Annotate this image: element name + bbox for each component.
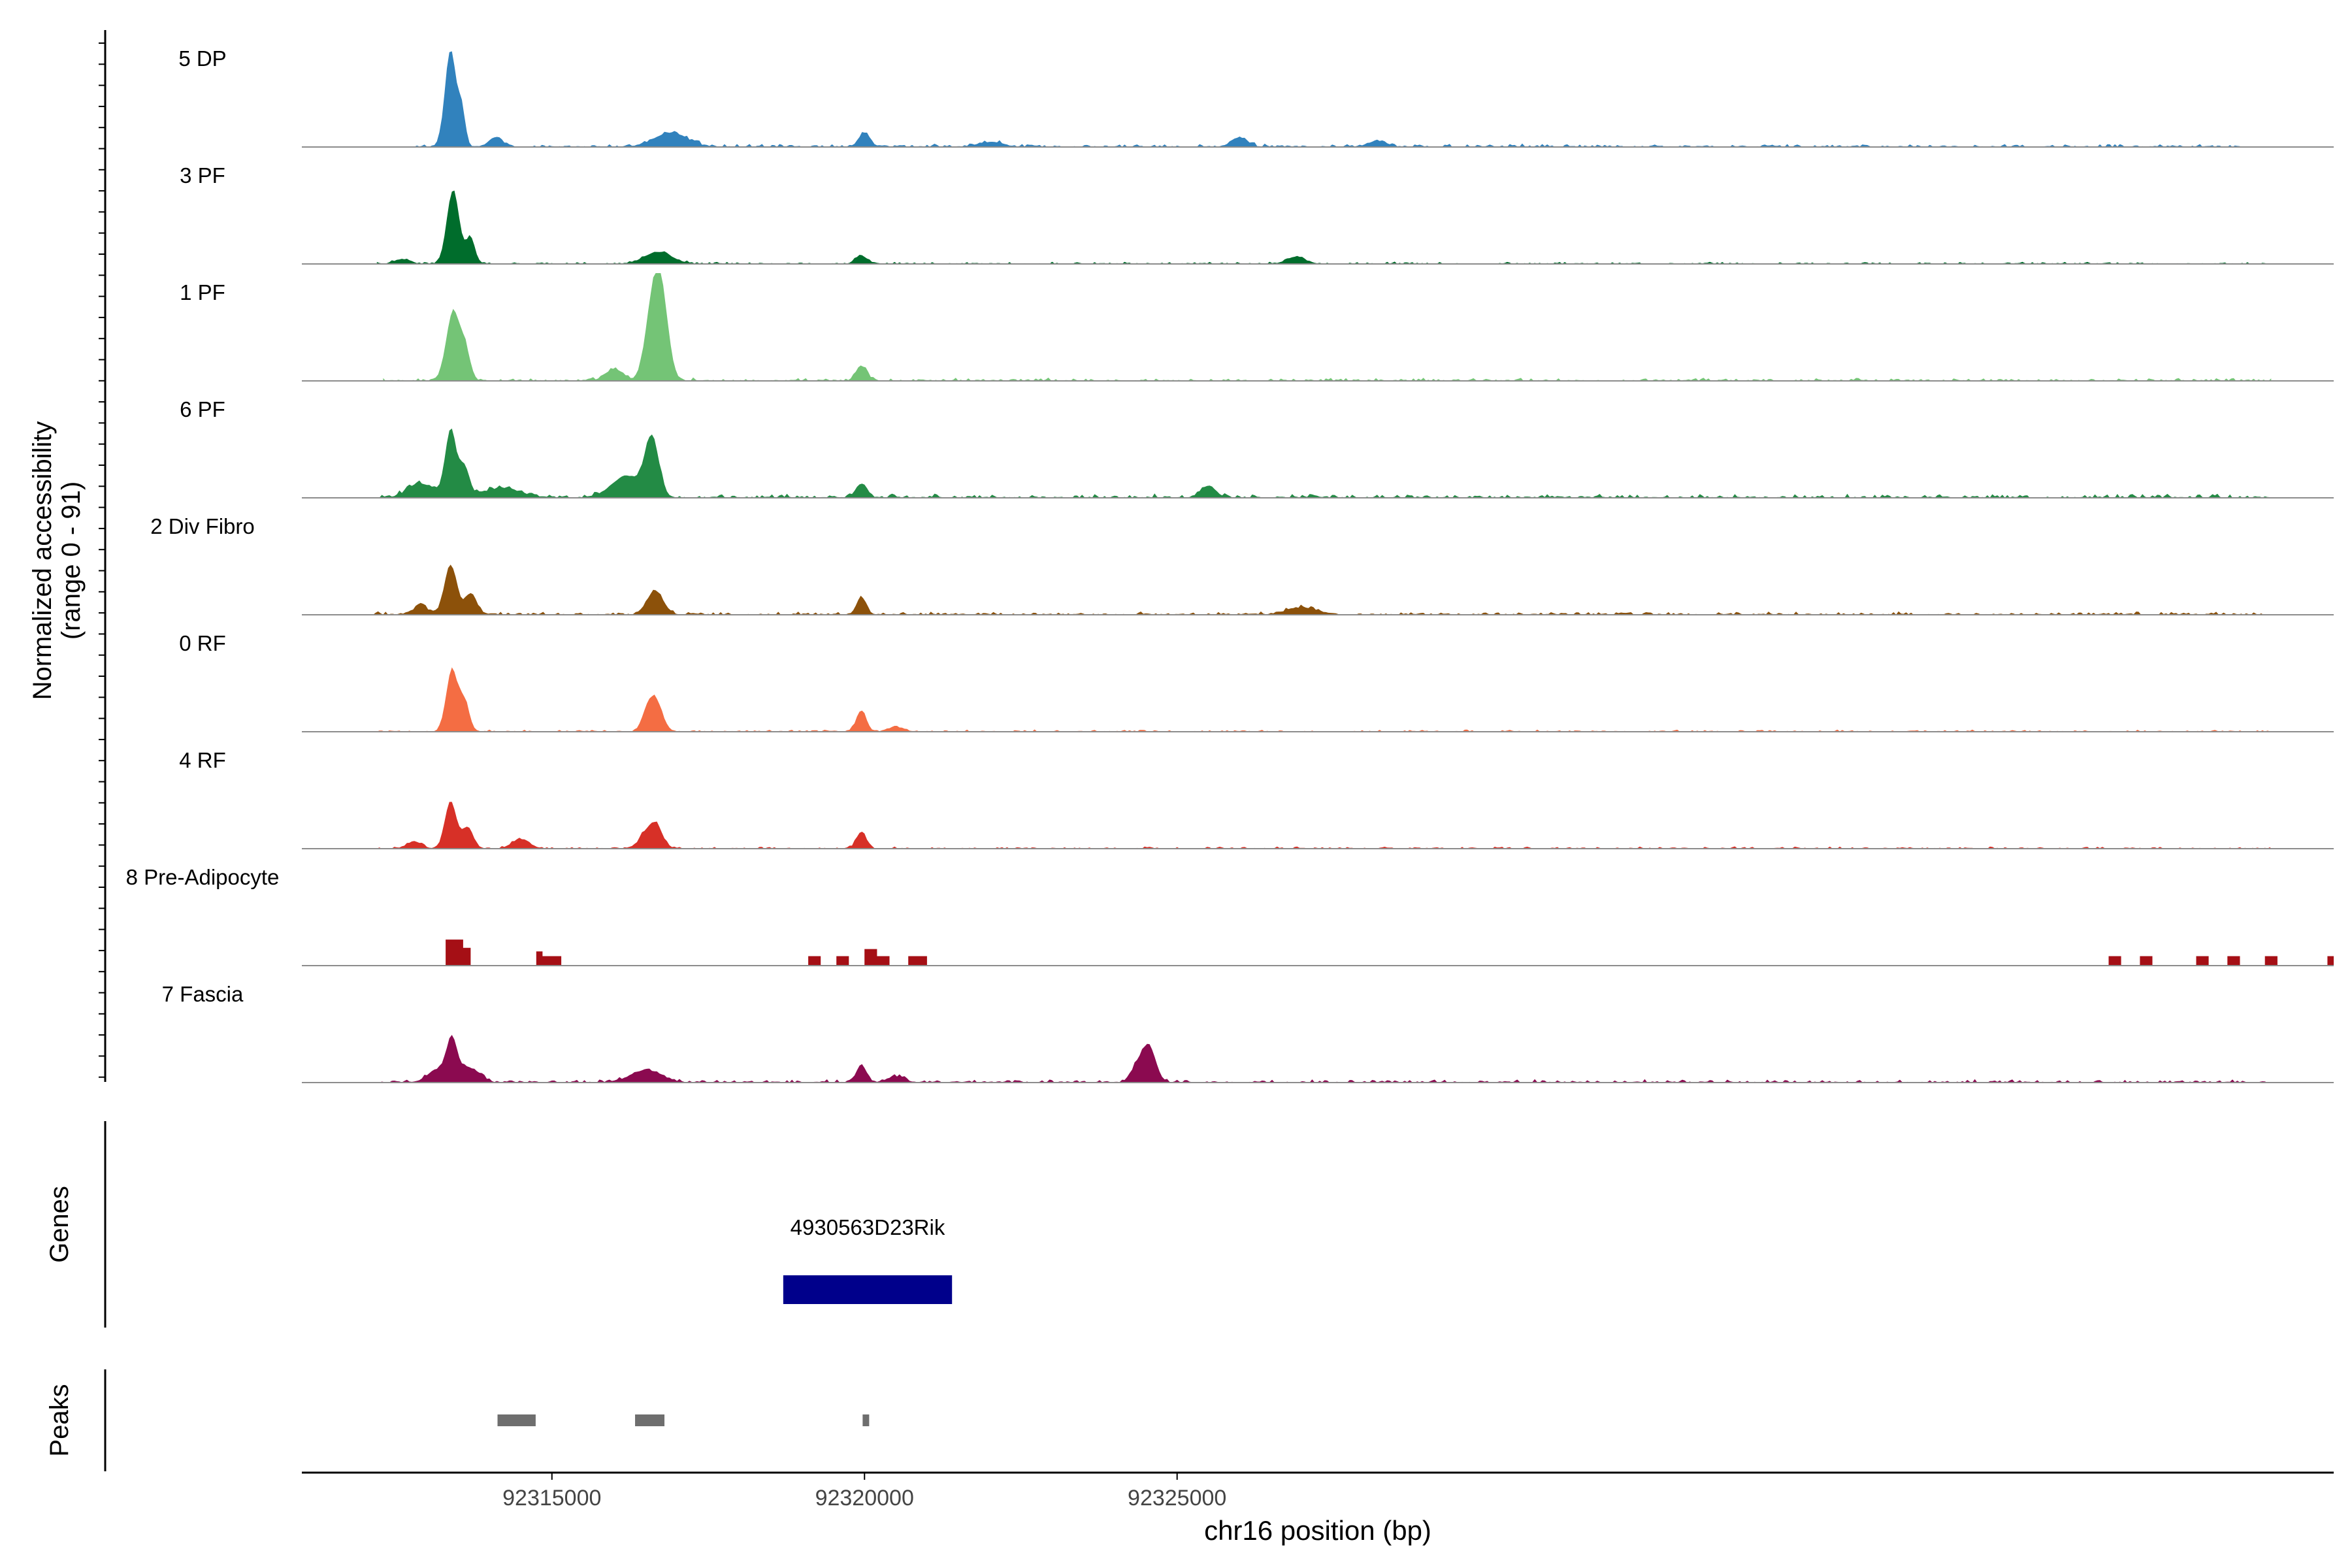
track-6-pf: 6 PF (180, 397, 2334, 498)
track-label: 5 DP (178, 46, 226, 71)
x-tick-label: 92315000 (502, 1486, 601, 1511)
track-label: 3 PF (180, 163, 225, 188)
peak-region (497, 1414, 536, 1426)
x-tick-label: 92320000 (815, 1486, 914, 1511)
peak-region (635, 1414, 665, 1426)
track-5-dp: 5 DP (178, 46, 2334, 148)
track-0-rf: 0 RF (179, 631, 2334, 732)
peaks-annotation (497, 1414, 870, 1426)
gene-annotation: 4930563D23Rik (783, 1215, 953, 1304)
y-axis-range-label: (range 0 - 91) (57, 482, 86, 640)
track-1-pf: 1 PF (180, 273, 2334, 382)
x-axis-ticks: 92315000 92320000 92325000 (502, 1473, 1226, 1511)
peaks-track-label: Peaks (45, 1384, 74, 1456)
y-axis-label: Normalized accessibility (28, 421, 57, 700)
track-label: 0 RF (179, 631, 226, 655)
track-4-rf: 4 RF (179, 748, 2334, 849)
coverage-area-8-pre-adipocyte (446, 939, 2334, 966)
track-3-pf: 3 PF (180, 163, 2334, 265)
x-tick-label: 92325000 (1128, 1486, 1226, 1511)
track-8-pre-adipocyte: 8 Pre-Adipocyte (126, 865, 2334, 966)
y-axis-ticks (99, 42, 105, 1078)
gene-body (783, 1275, 953, 1304)
track-2-div-fibro: 2 Div Fibro (150, 514, 2334, 615)
peak-region (862, 1414, 870, 1426)
track-label: 6 PF (180, 397, 225, 421)
track-label: 4 RF (179, 748, 226, 772)
track-label: 7 Fascia (162, 982, 244, 1006)
track-7-fascia: 7 Fascia (162, 982, 2334, 1083)
x-axis-label: chr16 position (bp) (1204, 1515, 1431, 1546)
coverage-tracks: 5 DP 3 PF 1 PF 6 PF 2 Div Fibro 0 RF 4 RF 8 Pre… (126, 46, 2334, 1083)
gene-label: 4930563D23Rik (791, 1215, 945, 1239)
track-label: 1 PF (180, 280, 225, 304)
track-label: 8 Pre-Adipocyte (126, 865, 280, 889)
genes-track-label: Genes (45, 1186, 74, 1263)
track-label: 2 Div Fibro (150, 514, 255, 538)
